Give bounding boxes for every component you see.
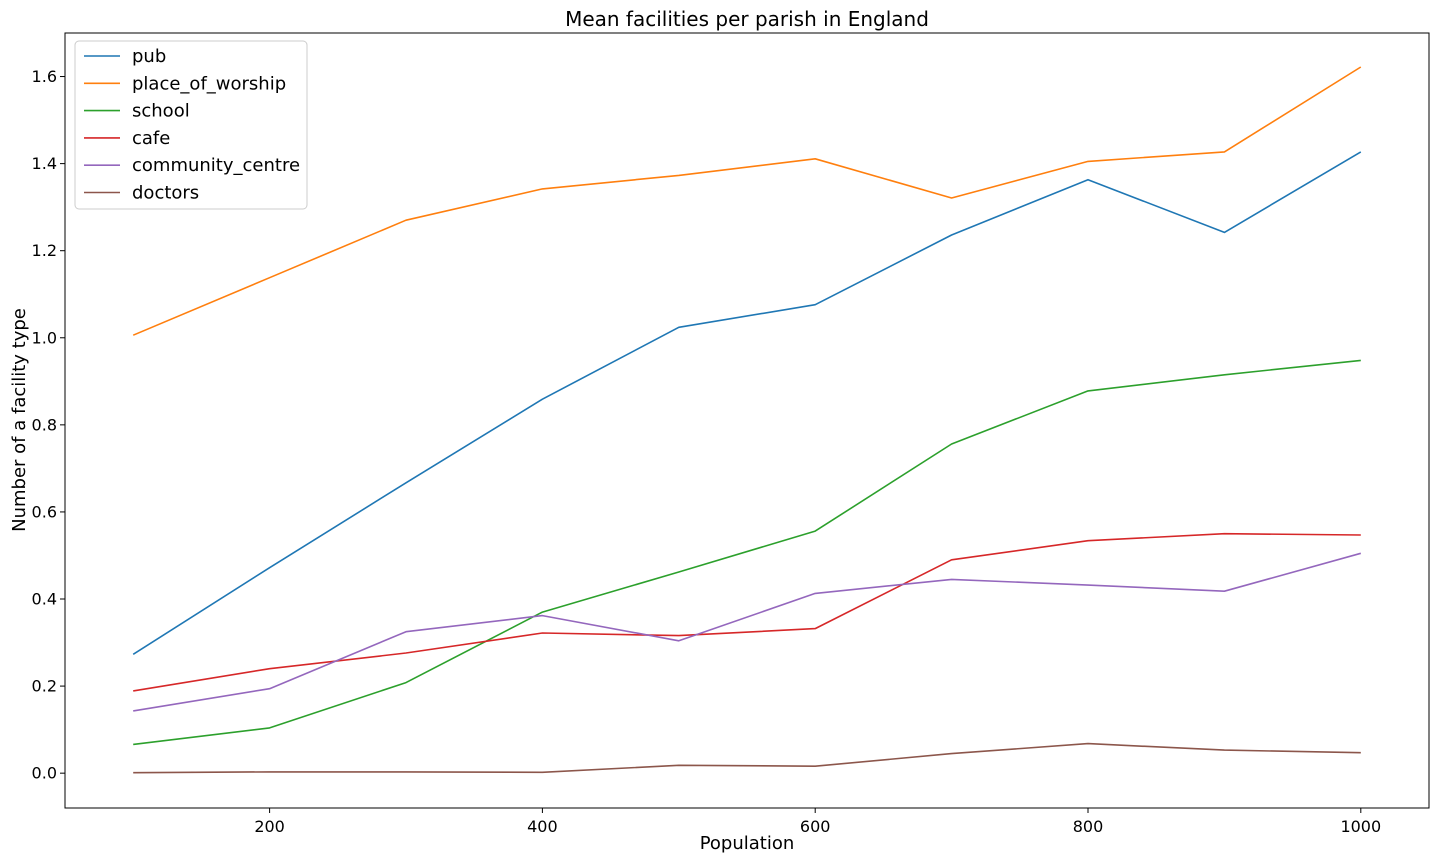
series-lines [132, 66, 1362, 774]
y-tick-label: 0.8 [32, 415, 57, 434]
y-axis-title: Number of a facility type [9, 308, 30, 532]
x-tick-label: 600 [800, 817, 831, 836]
x-tick-label: 800 [1073, 817, 1104, 836]
x-tick-label: 1000 [1340, 817, 1381, 836]
chart-title: Mean facilities per parish in England [565, 7, 929, 31]
series-line-place-of-worship [132, 66, 1362, 336]
series-line-pub [132, 151, 1362, 655]
y-tick-label: 1.4 [32, 154, 57, 173]
legend-label: cafe [132, 128, 170, 149]
y-tick-label: 1.0 [32, 328, 57, 347]
legend-label: school [132, 101, 190, 122]
legend-label: doctors [132, 183, 199, 204]
y-tick-label: 0.4 [32, 590, 57, 609]
x-axis: 200 400 600 800 1000 [254, 808, 1381, 836]
series-line-school [133, 359, 1361, 746]
y-tick-label: 1.2 [32, 241, 57, 260]
y-tick-label: 0.0 [32, 764, 57, 783]
x-tick-label: 200 [254, 817, 285, 836]
y-tick-label: 0.6 [32, 502, 57, 521]
x-axis-title: Population [700, 833, 795, 854]
series-line-doctors [133, 742, 1361, 774]
legend-box [74, 40, 308, 210]
series-line-community-centre [133, 552, 1362, 712]
x-tick-label: 400 [527, 817, 558, 836]
legend-label: pub [132, 46, 166, 67]
legend-label: community_centre [132, 155, 300, 176]
legend-label: place_of_worship [132, 73, 286, 94]
y-axis: 0.0 0.2 0.4 0.6 0.8 1.0 1.2 1.4 1.6 [32, 67, 65, 783]
y-tick-label: 0.2 [32, 677, 57, 696]
y-tick-label: 1.6 [32, 67, 57, 86]
